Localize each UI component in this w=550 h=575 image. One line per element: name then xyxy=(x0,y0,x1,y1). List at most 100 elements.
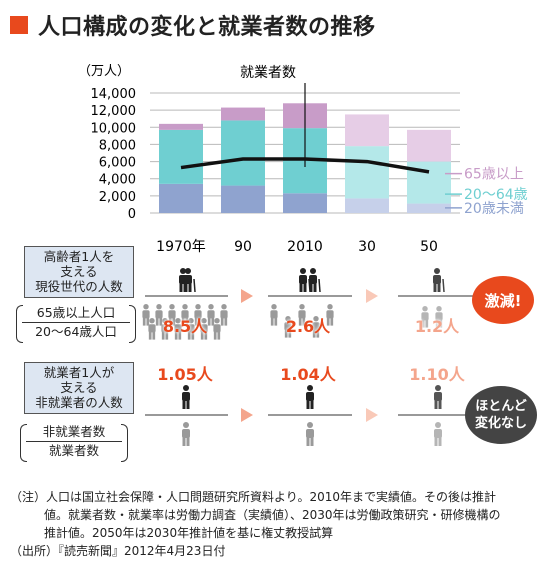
arrow-icon xyxy=(241,289,253,303)
bar-segment xyxy=(159,123,203,130)
note-line-4: （出所）『読売新聞』2012年4月23日付 xyxy=(10,544,226,558)
bar-segment xyxy=(407,129,451,162)
bar-segment xyxy=(345,146,389,199)
y-tick-label: 0 xyxy=(128,207,136,222)
section2-label-line3: 非就業者の人数 xyxy=(35,395,123,410)
y-tick-label: 6,000 xyxy=(99,156,136,171)
section1-label: 高齢者1人を 支える 現役世代の人数 xyxy=(24,246,134,298)
pictograms xyxy=(142,268,478,446)
section1-value-2010: 2.6人 xyxy=(285,317,331,336)
bar-segment xyxy=(221,185,265,213)
employed-icon xyxy=(182,385,190,409)
worker-icon xyxy=(326,304,334,326)
employed-icon xyxy=(434,385,442,409)
badge-sharp-decline-text: 激減! xyxy=(484,291,522,310)
worker-icon xyxy=(270,304,278,326)
non-employed-icon xyxy=(182,422,190,446)
section2-label-line1: 就業者1人が xyxy=(43,365,115,380)
y-tick-label: 10,000 xyxy=(91,121,137,136)
section1-value-2050: 1.2人 xyxy=(414,317,460,336)
bar-segment xyxy=(283,193,327,213)
elder-icon xyxy=(299,268,311,293)
worker-icon xyxy=(181,304,189,326)
title-row: 人口構成の変化と就業者数の推移 xyxy=(10,8,376,42)
elder-icon xyxy=(433,268,445,293)
badge-no-change-line1: ほとんど xyxy=(475,399,527,414)
section2-fraction-bottom: 就業者数 xyxy=(48,443,99,458)
arrow-icon xyxy=(366,289,378,303)
section1-value-1970: 8.5人 xyxy=(162,317,208,336)
fraction-bar xyxy=(26,441,122,442)
badge-sharp-decline: 激減! xyxy=(472,276,534,324)
fraction-bar xyxy=(22,322,130,323)
x-tick-label: 50 xyxy=(420,239,438,255)
paren-left xyxy=(16,305,23,343)
title-marker xyxy=(10,16,28,34)
y-tick-label: 14,000 xyxy=(91,87,137,102)
legend-label: 20〜64歳 xyxy=(464,187,528,203)
x-tick-label: 2010 xyxy=(287,239,323,255)
footnotes: （注）人口は国立社会保障・人口問題研究所資料より。2010年まで実績値。その後は… xyxy=(10,488,540,560)
arrow-icon xyxy=(366,408,378,422)
worker-icon xyxy=(207,304,215,326)
section1-fraction-bottom: 20〜64歳人口 xyxy=(35,324,117,339)
y-unit-label: （万人） xyxy=(78,64,130,79)
y-tick-label: 8,000 xyxy=(99,138,136,153)
non-employed-icon xyxy=(306,422,314,446)
non-employed-icon xyxy=(434,422,442,446)
page-title: 人口構成の変化と就業者数の推移 xyxy=(38,15,376,40)
legend-label: 65歳以上 xyxy=(464,167,524,183)
y-tick-label: 12,000 xyxy=(91,104,137,119)
x-tick-label: 1970年 xyxy=(156,239,206,255)
bar-segment xyxy=(345,198,389,213)
worker-icon xyxy=(298,304,306,326)
bar-segment xyxy=(159,129,203,184)
note-line-2: 値。就業者数・就業率は労働力調査（実績値）、2030年は労働政策研究・研修機構の xyxy=(44,508,501,522)
bar-segment xyxy=(407,203,451,213)
x-tick-labels: 1970年 90 2010 30 50 xyxy=(156,239,438,255)
section2-value-1970: 1.05人 xyxy=(157,365,213,384)
paren-left xyxy=(20,424,27,462)
y-tick-labels: 0 2,000 4,000 6,000 8,000 10,000 12,000 14,000 xyxy=(91,87,137,222)
bar-segment xyxy=(221,107,265,121)
legend-label: 20歳未満 xyxy=(464,201,524,217)
bar-segment xyxy=(221,120,265,186)
worker-icon xyxy=(435,306,443,328)
worker-icon xyxy=(284,316,292,338)
section1-label-line3: 現役世代の人数 xyxy=(35,279,123,294)
worker-icon xyxy=(174,318,182,340)
worker-icon xyxy=(194,304,202,326)
y-tick-label: 2,000 xyxy=(99,190,136,205)
arrow-icon xyxy=(241,408,253,422)
elder-icon xyxy=(184,268,196,293)
x-tick-label: 30 xyxy=(358,239,376,255)
elder-icon xyxy=(309,268,321,293)
bar-segment xyxy=(345,114,389,147)
bar-segment xyxy=(159,183,203,213)
section2-fraction-top: 非就業者数 xyxy=(42,424,106,439)
section2-label: 就業者1人が 支える 非就業者の人数 xyxy=(24,362,134,414)
bars xyxy=(159,83,451,213)
employed-line xyxy=(180,157,430,174)
worker-icon xyxy=(155,304,163,326)
worker-icon xyxy=(220,304,228,326)
note-line-1: （注）人口は国立社会保障・人口問題研究所資料より。2010年まで実績値。その後は… xyxy=(10,490,497,504)
stacked-bar-chart: （万人） 就業者数 0 2,000 4,000 6,000 8,000 10,000 12,… xyxy=(78,64,528,255)
badge-no-change-line2: 変化なし xyxy=(474,416,527,431)
employed-line-path xyxy=(180,157,430,174)
worker-icon xyxy=(200,318,208,340)
worker-icon xyxy=(187,318,195,340)
line-series-label: 就業者数 xyxy=(240,65,296,81)
worker-icon xyxy=(213,318,221,340)
section2-fraction: 非就業者数 就業者数 xyxy=(20,424,128,462)
worker-icon xyxy=(421,306,429,328)
section2-label-line2: 支える xyxy=(60,380,98,395)
note-line-3: 推計値。2050年は2030年推計値を基に権丈教授試算 xyxy=(44,526,334,540)
section2-value-2010: 1.04人 xyxy=(280,365,336,384)
worker-icon xyxy=(142,304,150,326)
section2-value-2050: 1.10人 xyxy=(409,365,465,384)
section1-label-line2: 支える xyxy=(60,264,98,279)
employed-icon xyxy=(306,385,314,409)
x-tick-label: 90 xyxy=(234,239,252,255)
